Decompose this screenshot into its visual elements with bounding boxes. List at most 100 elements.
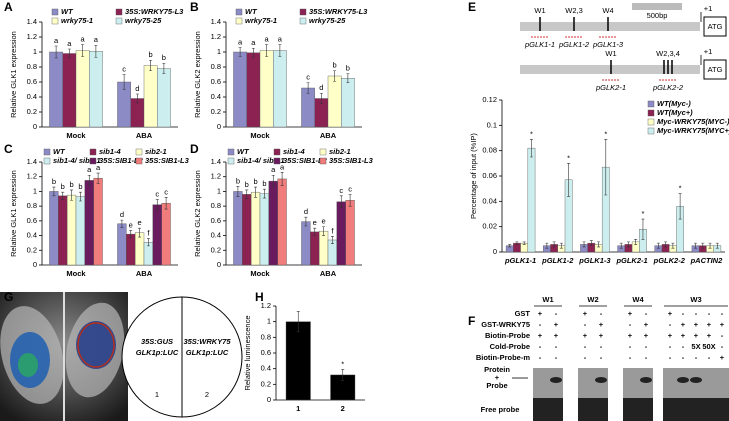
y-axis-label: Relative GLK1 expression	[9, 31, 18, 118]
significance-label: a	[81, 34, 86, 43]
tss-label: +1	[704, 4, 713, 13]
legend-swatch	[319, 157, 327, 165]
significance-label: c	[122, 64, 126, 73]
position-number: 1	[155, 390, 159, 399]
lane-cell: -	[600, 342, 603, 351]
legend-swatch	[647, 127, 655, 135]
band-label: Protein	[484, 365, 510, 374]
lane-cell: -	[555, 353, 558, 362]
y-tick-label: 0.8	[27, 201, 37, 210]
x-tick-label: ABA	[320, 269, 337, 278]
y-tick-label: 0.8	[261, 332, 271, 341]
error-bar	[70, 189, 74, 201]
lane-cell: +	[599, 331, 604, 340]
significance-label: a	[278, 34, 283, 43]
legend-label: WT(Myc-)	[657, 99, 691, 108]
y-tick-label: 0.6	[261, 348, 271, 357]
y-tick-label: 0.4	[27, 92, 37, 101]
free-probe-band	[623, 398, 653, 421]
significance-label: e	[321, 217, 325, 226]
legend-label: WT(Myc+)	[657, 108, 693, 117]
fragment-label: pGLK2-2	[652, 83, 684, 92]
bar	[117, 223, 127, 266]
y-tick-label: 0.4	[27, 231, 37, 240]
legend-swatch	[299, 8, 307, 16]
legend-label: sib1-4/ sib2-1	[237, 156, 285, 165]
y-axis-label: Relative luminescence	[243, 315, 252, 390]
bar	[89, 51, 103, 128]
significance-label: d	[135, 84, 139, 93]
construct-label: GLK1p:LUC	[136, 348, 179, 357]
panel-label: G	[4, 290, 13, 304]
complex-band	[550, 377, 562, 383]
lane-cell: +	[720, 320, 725, 329]
bar	[143, 65, 158, 128]
lane-cell: -	[669, 353, 672, 362]
significance-label: b	[245, 180, 249, 189]
band-label: Probe	[486, 381, 507, 390]
bar	[233, 191, 243, 266]
y-tick-label: 0.12	[482, 95, 497, 104]
lane-cell: 5X	[691, 342, 700, 351]
y-tick-label: 0.4	[211, 92, 221, 101]
lane-cell: +	[707, 320, 712, 329]
tss-label: +1	[704, 47, 713, 56]
lane-cell: -	[721, 342, 724, 351]
legend-label: 35S:SIB1-L3	[329, 156, 374, 165]
y-tick-label: 1.2	[211, 32, 221, 41]
significance-label: a	[271, 165, 276, 174]
significance-label: b	[253, 177, 257, 186]
position-number: 2	[205, 390, 209, 399]
row-label: GST	[515, 309, 531, 318]
error-bar	[245, 189, 249, 200]
error-bar	[508, 244, 512, 248]
lane-cell: +	[681, 320, 686, 329]
y-tick-label: 1	[33, 47, 37, 56]
significance-label: b	[262, 179, 266, 188]
x-tick-label: pACTIN2	[690, 256, 723, 265]
error-bar	[671, 242, 675, 249]
legend-label: wrky75-1	[245, 16, 277, 25]
significance-label: d	[120, 210, 124, 219]
bar	[75, 196, 86, 266]
x-tick-label: pGLK2-2	[653, 256, 686, 265]
lane-cell: -	[695, 353, 698, 362]
lane-cell: -	[669, 342, 672, 351]
lane-cell: -	[539, 320, 542, 329]
complex-band	[595, 377, 607, 383]
significance-label: a	[251, 38, 256, 47]
error-bar	[619, 242, 623, 249]
lane-cell: -	[539, 342, 542, 351]
error-bar	[304, 216, 308, 227]
y-tick-label: 0.6	[211, 77, 221, 86]
error-bar	[238, 47, 242, 57]
bar	[336, 201, 346, 266]
lane-cell: -	[555, 342, 558, 351]
lane-cell: +	[538, 309, 543, 318]
charts: 0 0.2 0.4 0.6 0.8 1 1.2 1.4 Relative GLK1 expres…	[9, 7, 729, 413]
fragment-label: pGLK1-3	[592, 40, 624, 49]
error-bar	[149, 59, 153, 72]
significance-label: b	[61, 182, 65, 191]
y-tick-label: 1	[217, 186, 221, 195]
legend-label: sib1-4	[283, 147, 306, 156]
error-bar	[164, 197, 168, 210]
error-bar	[339, 195, 343, 208]
panel-label: E	[468, 0, 476, 14]
error-bar	[322, 226, 326, 236]
bar	[62, 53, 77, 128]
bar	[93, 177, 103, 266]
significance-label: *	[679, 184, 682, 193]
legend-label: 35S:SIB1-L2	[99, 156, 144, 165]
bar	[157, 68, 171, 128]
y-tick-label: 1.4	[211, 17, 221, 26]
site-label: W1	[605, 49, 616, 58]
error-bar	[155, 199, 159, 211]
y-tick-label: 1.2	[27, 172, 37, 181]
significance-label: a	[280, 162, 285, 171]
bar	[152, 204, 162, 266]
significance-label: a	[94, 35, 99, 44]
x-tick-label: pGLK1-1	[504, 256, 536, 265]
error-bar	[81, 44, 85, 57]
y-tick-label: 0.08	[482, 146, 497, 155]
